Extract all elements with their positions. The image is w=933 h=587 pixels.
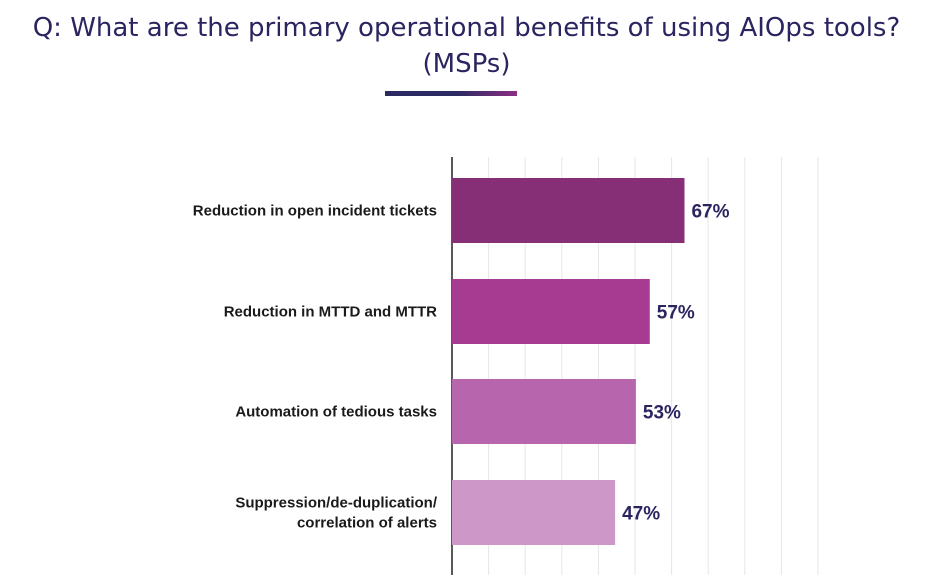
title-line-1: Q: What are the primary operational bene… [32,13,901,43]
data-label: 53% [643,403,681,424]
bar [452,480,616,545]
category-label: Automation of tedious tasks [235,404,437,421]
title-underline [385,91,517,96]
data-label: 57% [657,303,695,324]
bar [452,279,650,344]
category-label: Reduction in open incident tickets [193,203,437,220]
category-label: Reduction in MTTD and MTTR [224,304,437,321]
chart-title: Q: What are the primary operational bene… [0,10,933,82]
title-line-2: (MSPs) [422,49,511,79]
category-label: Suppression/de-duplication/correlation o… [235,495,438,532]
data-label: 47% [622,504,660,525]
bar [452,178,685,243]
bar [452,379,636,444]
data-label: 67% [691,202,729,223]
